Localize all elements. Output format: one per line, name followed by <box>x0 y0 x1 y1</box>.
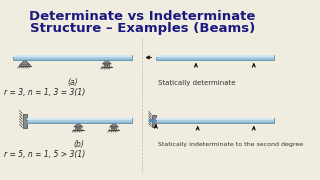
Circle shape <box>111 127 113 129</box>
Circle shape <box>113 127 115 129</box>
Bar <box>13 55 132 57</box>
Text: Statically indeterminate to the second degree: Statically indeterminate to the second d… <box>158 142 304 147</box>
Bar <box>27 118 132 120</box>
Polygon shape <box>109 123 118 127</box>
Circle shape <box>108 64 110 66</box>
Bar <box>156 55 274 60</box>
Bar <box>13 55 132 60</box>
Circle shape <box>115 127 117 129</box>
Circle shape <box>77 127 79 129</box>
Bar <box>156 55 274 57</box>
Bar <box>156 118 274 120</box>
Text: Determinate vs Indeterminate: Determinate vs Indeterminate <box>29 10 256 23</box>
Polygon shape <box>74 123 83 127</box>
Circle shape <box>76 127 78 129</box>
Bar <box>156 58 274 60</box>
Text: (a): (a) <box>68 78 78 87</box>
Circle shape <box>104 64 106 66</box>
Circle shape <box>79 127 81 129</box>
Bar <box>13 58 132 60</box>
Text: Structure – Examples (Beams): Structure – Examples (Beams) <box>30 22 255 35</box>
Bar <box>156 118 274 123</box>
Text: r = 3, n = 1, 3 = 3(1): r = 3, n = 1, 3 = 3(1) <box>4 88 86 97</box>
Bar <box>23 114 27 127</box>
Bar <box>156 122 274 123</box>
Bar <box>27 122 132 123</box>
Circle shape <box>106 64 108 66</box>
Polygon shape <box>20 60 30 65</box>
Bar <box>27 118 132 123</box>
Polygon shape <box>102 60 111 64</box>
Text: Statically determinate: Statically determinate <box>158 80 236 86</box>
Text: (b): (b) <box>74 140 85 149</box>
Bar <box>152 114 156 127</box>
Text: r = 5, n = 1, 5 > 3(1): r = 5, n = 1, 5 > 3(1) <box>4 150 86 159</box>
